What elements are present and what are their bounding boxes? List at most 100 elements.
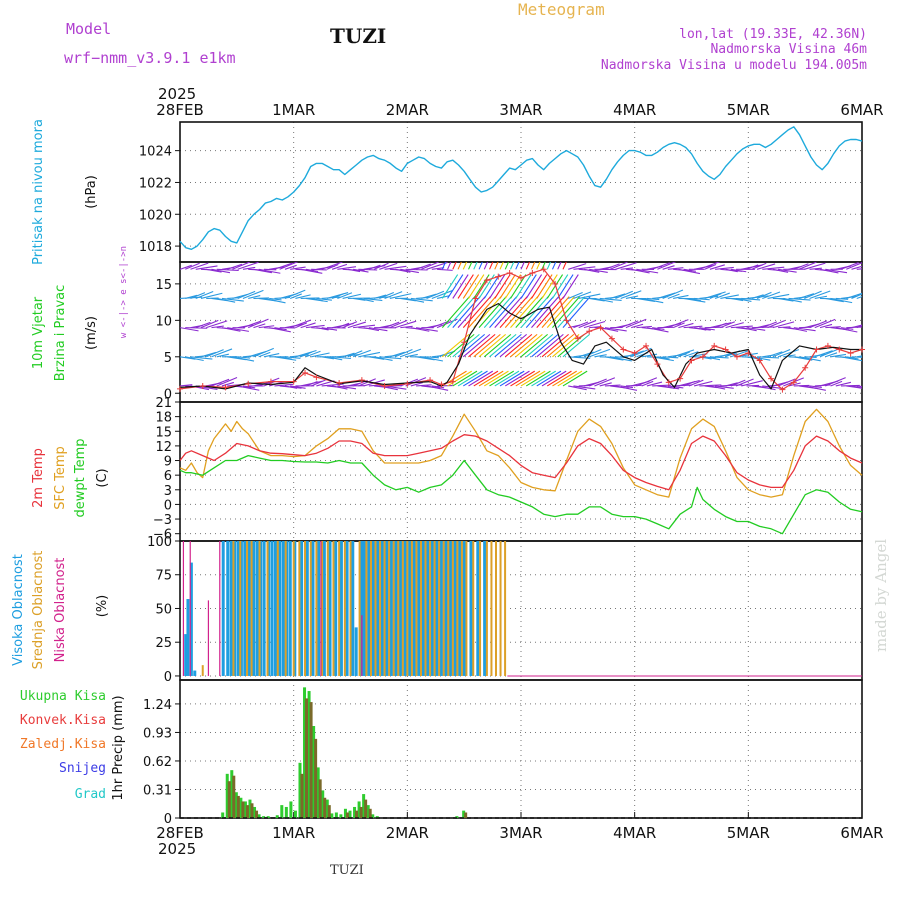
model-altitude-label: Nadmorska Visina u modelu 194.005m — [601, 58, 867, 73]
wind-arrow — [269, 327, 291, 333]
wind-arrow — [672, 349, 695, 358]
wind-arrow — [504, 370, 530, 387]
wind-arrow — [515, 262, 520, 270]
wind-arrow — [525, 296, 554, 328]
high-cloud-bar — [278, 541, 282, 676]
mid-cloud-bar — [447, 541, 450, 676]
wind-gust-marker — [779, 386, 786, 393]
wind-arrow — [809, 267, 822, 270]
wind-arrow — [793, 384, 810, 387]
wind-gust-marker — [745, 350, 752, 357]
total-rain-bar — [303, 687, 307, 818]
y-tick-label: 6 — [164, 469, 172, 484]
wind-arrow — [347, 268, 361, 273]
wind-arrow — [851, 356, 862, 358]
wind-arrow — [290, 266, 306, 270]
wind-arrow — [767, 320, 786, 329]
y-tick-label: 1022 — [139, 176, 172, 191]
wind-arrow — [290, 385, 306, 389]
y-tick-label: 15 — [155, 425, 172, 440]
total-rain-bar — [371, 814, 375, 818]
wind-arrow — [856, 355, 862, 358]
wind-arrow — [332, 356, 351, 360]
wind-arrow — [237, 262, 259, 270]
wind-arrow — [305, 350, 321, 358]
wind-arrow — [814, 295, 828, 299]
wind-compass-label: w <-|-> e s<-|->n — [119, 246, 129, 338]
wind-arrow — [604, 327, 627, 332]
wind-arrow — [762, 321, 778, 329]
wind-arrow — [326, 263, 339, 270]
high-cloud-bar — [371, 541, 375, 676]
wind-arrow — [830, 380, 843, 387]
wind-arrow — [851, 265, 862, 270]
low-cloud-bar — [182, 541, 185, 676]
legend-convective-rain: Konvek.Kisa — [20, 713, 106, 728]
x-tick-label-bottom: 1MAR — [272, 824, 315, 842]
wind-arrow — [452, 296, 481, 328]
wind-arrow — [667, 385, 684, 389]
wind-gust-marker — [597, 324, 604, 331]
wind-arrow — [358, 351, 381, 358]
wind-arrow — [651, 262, 670, 270]
wind-arrow — [326, 356, 343, 361]
convective-rain-bar — [364, 799, 368, 818]
mid-cloud-bar — [358, 541, 361, 676]
wind-arrow — [373, 262, 389, 270]
high-cloud-bar — [362, 541, 366, 676]
wind-arrow — [462, 274, 480, 299]
wind-arrow — [426, 356, 439, 359]
wind-gust-marker — [688, 357, 695, 364]
wind-arrow — [840, 327, 854, 330]
wind-arrow — [652, 384, 671, 387]
wind-arrow — [793, 327, 816, 332]
wind-arrow — [704, 291, 726, 299]
wind-arrow — [793, 263, 809, 270]
convective-rain-bar — [309, 702, 313, 818]
wind-arrow — [379, 385, 398, 391]
mid-cloud-bar — [494, 541, 497, 676]
wind-arrow — [804, 290, 822, 299]
wind-arrow — [609, 262, 628, 270]
wind-arrow — [856, 385, 862, 388]
wind-arrow — [337, 266, 357, 270]
wind-gust-marker — [699, 353, 706, 360]
convective-rain-bar — [236, 795, 240, 818]
wind-arrow — [352, 349, 371, 358]
wind-arrow — [190, 292, 206, 299]
wind-arrow — [788, 297, 811, 301]
wind-arrow — [363, 297, 383, 302]
wind-arrow — [604, 384, 621, 387]
wind-arrow — [646, 381, 663, 387]
y-tick-label: 21 — [155, 396, 172, 411]
mid-cloud-bar — [504, 541, 507, 676]
plot-layer: 1018102010221024051015−6−303691215182102… — [139, 101, 884, 842]
wind-arrow — [730, 268, 747, 273]
total-rain-bar — [348, 810, 352, 818]
wind-arrow — [846, 292, 862, 299]
wind-arrow — [583, 348, 602, 358]
wind-arrow — [400, 348, 422, 358]
wind-arrow — [499, 296, 528, 328]
total-rain-bar — [243, 801, 247, 818]
wind-arrow — [211, 348, 233, 358]
low-cloud-label: Niska Oblacnost — [53, 558, 68, 663]
wind-arrow — [321, 327, 338, 331]
wind-arrow — [405, 353, 418, 358]
high-cloud-bar — [322, 541, 326, 676]
pressure-unit: (hPa) — [84, 175, 99, 209]
wind-arrow — [221, 381, 235, 387]
x-tick-label-top: 4MAR — [613, 101, 656, 119]
wind-arrow — [667, 267, 684, 270]
wind-arrow — [552, 274, 569, 299]
wind-arrow — [793, 356, 813, 361]
wind-arrow — [620, 385, 634, 389]
y-tick-label: 12 — [155, 440, 172, 455]
wind-arrow — [551, 262, 557, 270]
wind-arrow — [504, 333, 533, 358]
y-tick-label: 1024 — [139, 145, 172, 160]
wind-gust-marker — [336, 380, 343, 387]
wind-arrow — [452, 370, 478, 387]
wind-arrow — [389, 319, 408, 329]
mid-cloud-bar — [298, 541, 301, 676]
